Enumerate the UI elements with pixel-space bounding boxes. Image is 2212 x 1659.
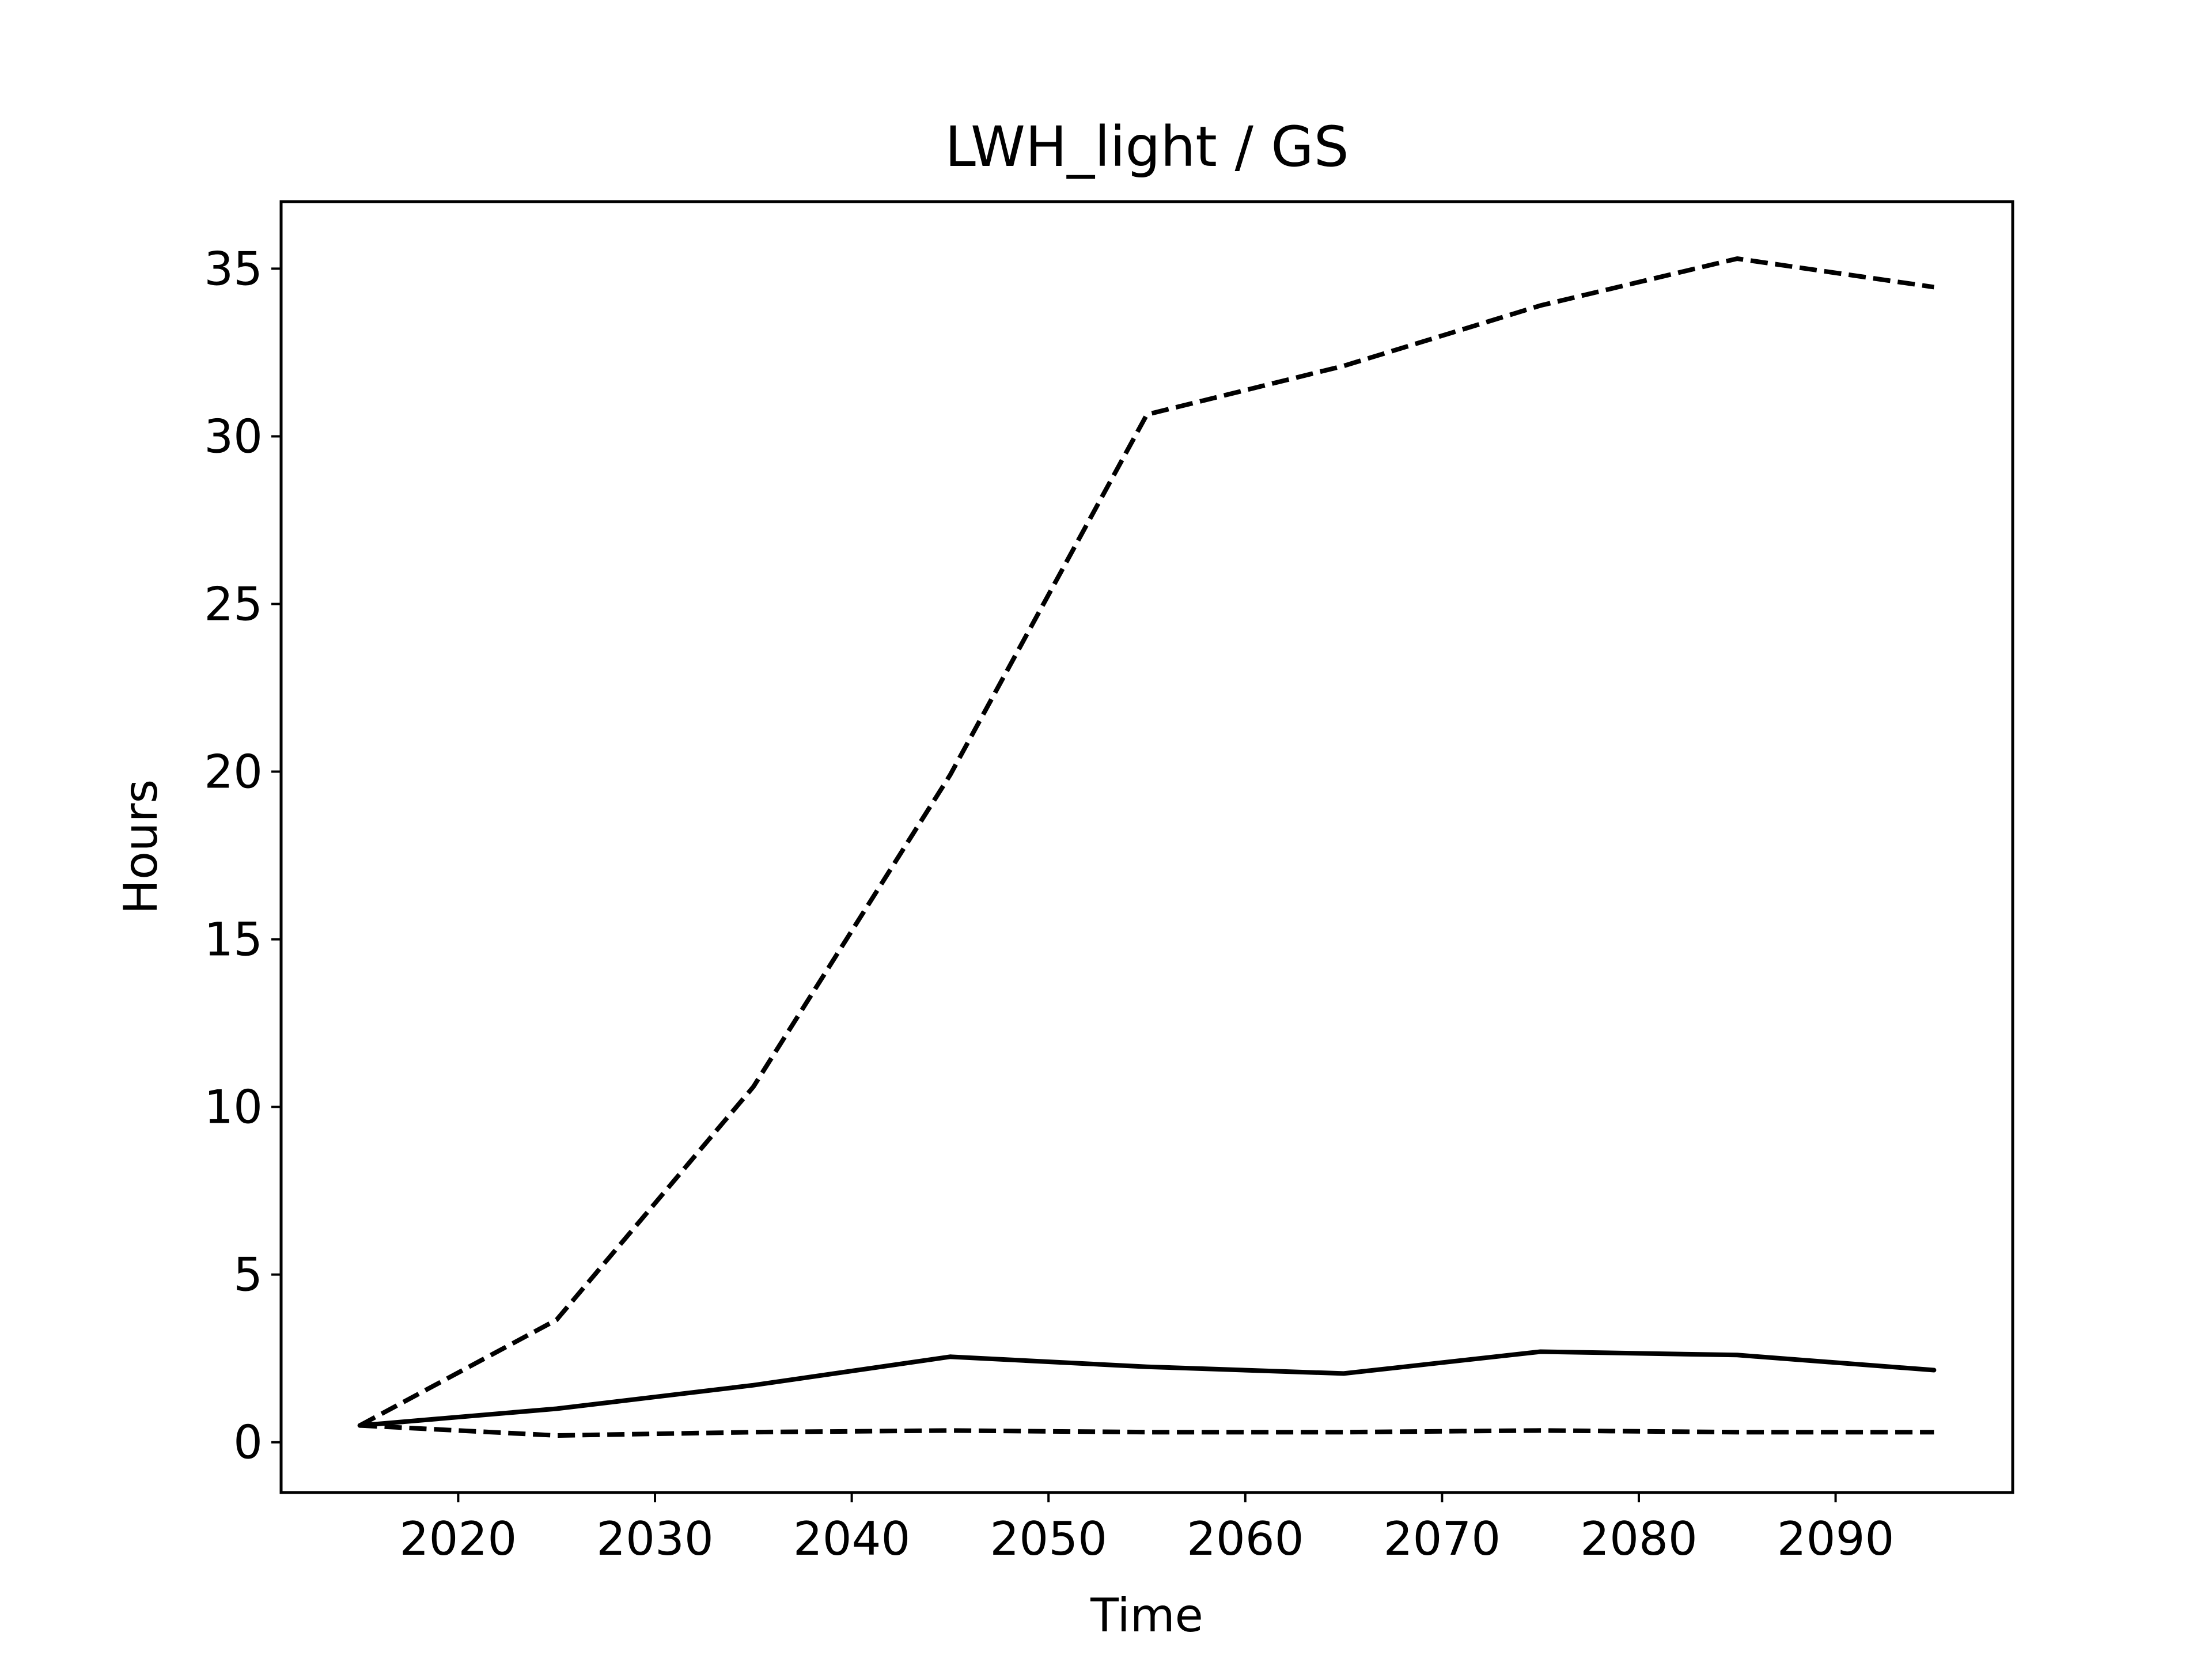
y-axis-label: Hours [114,779,168,914]
plot-area-frame [279,200,2014,1494]
y-axis-ticks: 0 5 10 15 20 25 30 35 [204,242,281,1469]
series-line-1 [357,1349,1937,1428]
series-line-2 [358,256,1934,1428]
x-tick-label: 2050 [990,1512,1107,1566]
y-tick-label: 5 [233,1248,263,1302]
x-tick-label: 2060 [1187,1512,1304,1566]
series-line-3 [359,1423,1934,1438]
chart-title: LWH_light / GS [945,115,1349,179]
y-tick-label: 35 [204,242,263,296]
y-tick-label: 20 [204,745,263,799]
x-tick-label: 2040 [793,1512,911,1566]
y-tick-label: 0 [233,1416,263,1469]
y-tick-label: 25 [204,577,263,631]
x-tick-label: 2020 [400,1512,517,1566]
x-axis-ticks: 2020 2030 2040 2050 2060 2070 2080 2090 [400,1493,1895,1566]
y-tick-label: 30 [204,410,263,463]
y-tick-label: 10 [204,1081,263,1134]
x-tick-label: 2080 [1580,1512,1698,1566]
x-tick-label: 2090 [1777,1512,1895,1566]
x-tick-label: 2030 [596,1512,714,1566]
x-axis-label: Time [1090,1589,1203,1642]
series-lines [357,256,1937,1438]
y-tick-label: 15 [204,913,263,967]
x-tick-label: 2070 [1384,1512,1501,1566]
